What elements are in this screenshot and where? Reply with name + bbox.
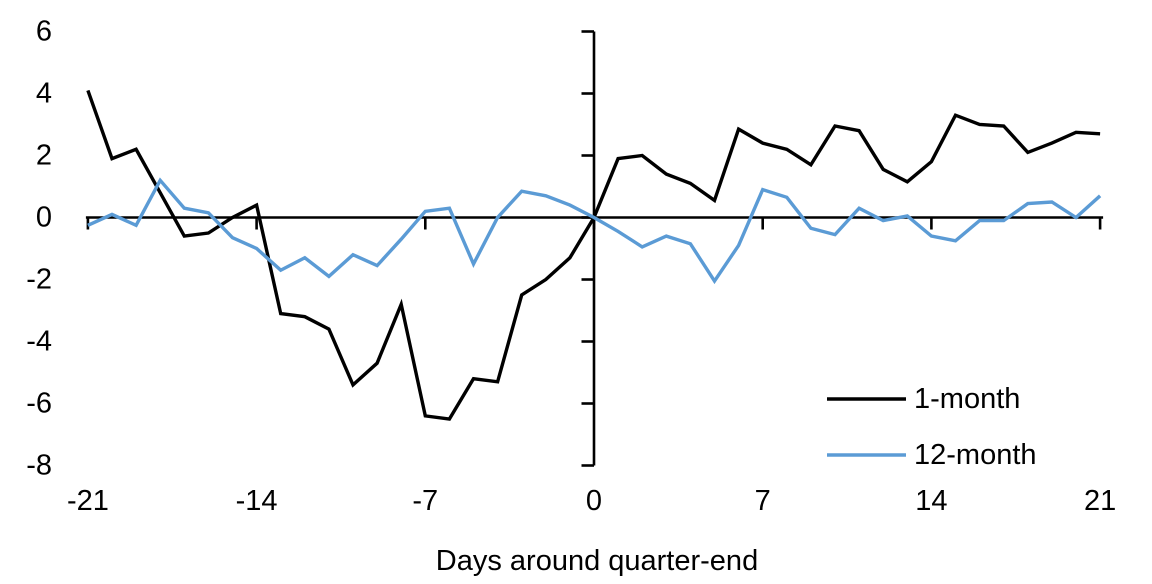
- y-tick-label-6: 6: [36, 16, 52, 48]
- y-tick-label--6: -6: [26, 388, 52, 420]
- y-tick-label--2: -2: [26, 264, 52, 296]
- y-tick-label-0: 0: [36, 202, 52, 234]
- y-tick-label--8: -8: [26, 450, 52, 482]
- x-tick-label-21: 21: [1084, 485, 1116, 517]
- x-tick-label--21: -21: [67, 485, 109, 517]
- x-tick-label-7: 7: [755, 485, 771, 517]
- x-tick-label-0: 0: [586, 485, 602, 517]
- x-tick-label--14: -14: [236, 485, 278, 517]
- x-axis-title: Days around quarter-end: [436, 545, 758, 577]
- series-line-12-month: [87, 177, 1102, 285]
- y-tick-label-2: 2: [36, 140, 52, 172]
- y-tick-label-4: 4: [36, 78, 52, 110]
- series-lines: [86, 89, 1102, 421]
- x-tick-labels: -21 -14 -7 0 7 14 21: [67, 485, 1116, 517]
- y-tick-labels: 6 4 2 0 -2 -4 -6 -8: [26, 16, 52, 482]
- x-tick-label--7: -7: [412, 485, 438, 517]
- y-tick-label--4: -4: [26, 326, 52, 358]
- x-tick-label-14: 14: [915, 485, 947, 517]
- y-axis: [581, 30, 596, 467]
- legend: 1-month 12-month: [827, 383, 1037, 471]
- legend-label-1-month: 1-month: [914, 383, 1020, 415]
- legend-label-12-month: 12-month: [914, 439, 1037, 471]
